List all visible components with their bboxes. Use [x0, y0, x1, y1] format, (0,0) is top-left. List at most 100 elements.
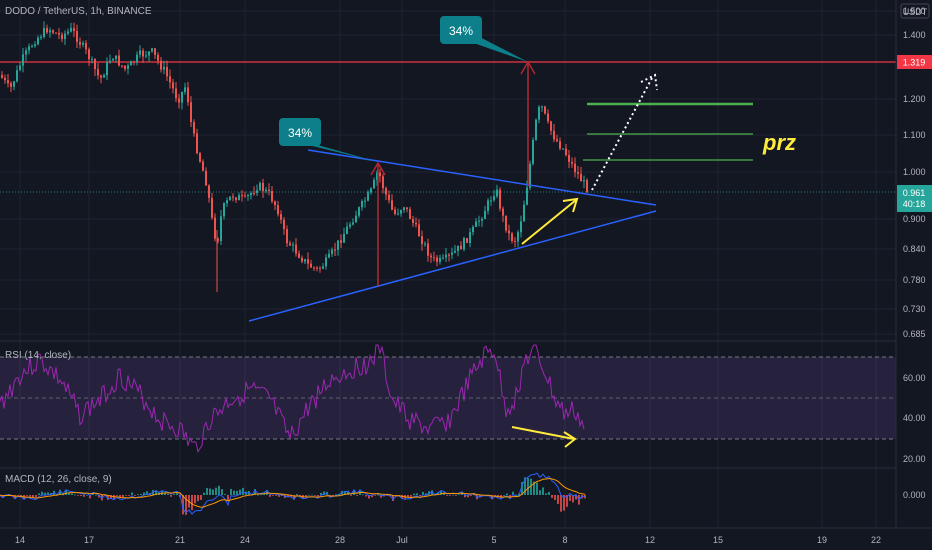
candle-body: [28, 46, 30, 51]
candle-body: [538, 107, 540, 120]
macd-histogram-bar: [197, 495, 199, 502]
candle-body: [352, 222, 354, 225]
candle-body: [382, 176, 384, 189]
candle-body: [367, 192, 369, 201]
price-scale[interactable]: USDT 1.500 1.400 1.200 1.100 1.000 0.900 0.840…: [895, 0, 932, 528]
macd-histogram-bar: [278, 495, 280, 497]
callout-left[interactable]: 34%: [279, 118, 378, 162]
macd-histogram-bar: [425, 493, 427, 495]
price-tick-label: 1.000: [903, 167, 926, 177]
time-scale[interactable]: 14 17 21 24 28 Jul 5 8 12 15 19 22: [0, 527, 932, 545]
macd-histogram-bar: [332, 495, 334, 496]
macd-histogram-bar: [347, 491, 349, 495]
macd-pane[interactable]: [0, 472, 586, 515]
price-tick-label: 0.730: [903, 304, 926, 314]
price-tick-label: 0.900: [903, 214, 926, 224]
macd-histogram-bar: [545, 493, 547, 495]
candle-body: [43, 27, 45, 37]
macd-histogram-bar: [233, 490, 235, 495]
macd-histogram-bar: [35, 495, 37, 497]
macd-histogram-bar: [77, 495, 79, 496]
macd-histogram-bar: [143, 492, 145, 495]
macd-histogram-bar: [560, 495, 562, 512]
price-pane[interactable]: 34% 34% prz: [0, 16, 896, 322]
time-tick-label: 12: [645, 535, 655, 545]
candle-body: [385, 188, 387, 195]
candle-body: [193, 121, 195, 134]
price-tick-label: 1.100: [903, 130, 926, 140]
macd-histogram-bar: [80, 495, 82, 496]
macd-histogram-bar: [362, 494, 364, 496]
candle-body: [487, 200, 489, 211]
macd-histogram-bar: [494, 495, 496, 496]
callout-right[interactable]: 34%: [440, 16, 528, 62]
macd-histogram-bar: [128, 495, 130, 496]
currency-badge[interactable]: [900, 3, 930, 19]
price-tick-label: 0.780: [903, 275, 926, 285]
candle-body: [460, 245, 462, 250]
macd-histogram-bar: [269, 495, 271, 497]
macd-histogram-bar: [146, 491, 148, 495]
time-tick-label: 14: [15, 535, 25, 545]
yellow-arrow-price[interactable]: [521, 197, 579, 245]
candle-body: [118, 55, 120, 66]
time-tick-label: 5: [491, 535, 496, 545]
dotted-projection-arrow[interactable]: [591, 73, 658, 191]
candle-body: [106, 62, 108, 76]
lower-trendline[interactable]: [248, 210, 657, 322]
macd-histogram-bar: [290, 495, 292, 498]
candle-body: [286, 229, 288, 244]
candle-body: [91, 58, 93, 60]
candle-body: [184, 87, 186, 92]
macd-title[interactable]: MACD (12, 26, close, 9): [5, 474, 112, 485]
candle-body: [94, 58, 96, 70]
candle-body: [337, 240, 339, 250]
macd-histogram-bar: [224, 494, 226, 495]
candle-body: [262, 182, 264, 192]
candle-body: [391, 200, 393, 210]
time-tick-label: 21: [175, 535, 185, 545]
candle-body: [217, 238, 219, 241]
candle-body: [295, 244, 297, 254]
yellow-arrow-rsi[interactable]: [511, 426, 577, 448]
candle-body: [142, 50, 144, 57]
candle-body: [178, 98, 180, 103]
candle-body: [238, 195, 240, 201]
rsi-pane[interactable]: [0, 344, 896, 454]
measure-arrow-left[interactable]: [370, 161, 386, 286]
candle-body: [403, 207, 405, 211]
macd-histogram-bar: [548, 491, 550, 495]
candle-body: [529, 163, 531, 188]
macd-histogram-bar: [350, 495, 352, 496]
upper-trendline[interactable]: [307, 149, 657, 206]
candle-body: [229, 196, 231, 201]
candle-body: [16, 70, 18, 82]
price-tick-label: 0.685: [903, 329, 926, 339]
macd-histogram-bar: [314, 495, 316, 496]
rsi-line: [0, 344, 585, 454]
macd-histogram-bar: [407, 495, 409, 497]
candle-body: [415, 222, 417, 225]
macd-histogram-bar: [533, 481, 535, 495]
rsi-title[interactable]: RSI (14, close): [5, 350, 71, 361]
candle-body: [577, 172, 579, 174]
macd-histogram-bar: [572, 495, 574, 503]
symbol-title[interactable]: DODO / TetherUS, 1h, BINANCE: [5, 6, 152, 17]
candle-body: [388, 194, 390, 201]
macd-histogram-bar: [320, 492, 322, 495]
macd-histogram-bar: [440, 490, 442, 495]
rsi-tick-label: 60.00: [903, 373, 926, 383]
candle-body: [61, 34, 63, 40]
candle-body: [22, 54, 24, 66]
candle-body: [511, 233, 513, 242]
macd-histogram-bar: [311, 494, 313, 496]
candle-body: [244, 195, 246, 197]
candle-body: [373, 179, 375, 189]
candle-body: [46, 27, 48, 33]
macd-histogram-bar: [68, 492, 70, 495]
price-tick-label: 1.200: [903, 94, 926, 104]
candle-body: [517, 232, 519, 242]
macd-histogram-bar: [416, 493, 418, 495]
candle-body: [124, 65, 126, 69]
